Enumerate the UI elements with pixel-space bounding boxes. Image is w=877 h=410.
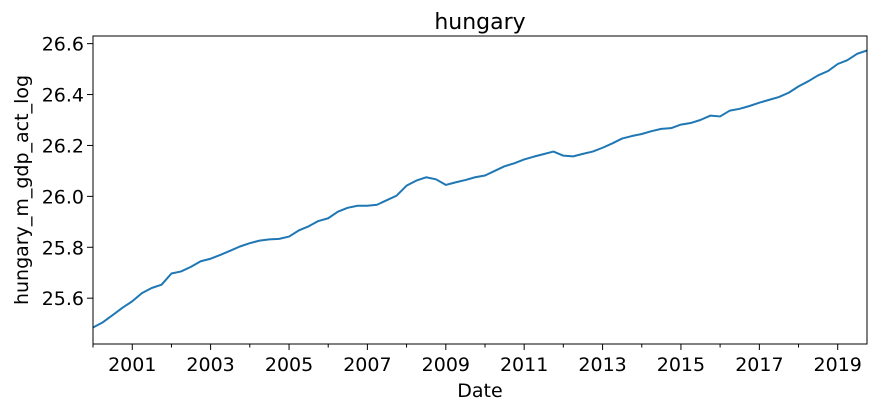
y-axis-label: hungary_m_gdp_act_log xyxy=(11,75,33,305)
x-tick-label: 2003 xyxy=(186,354,234,376)
x-axis-label: Date xyxy=(457,380,502,402)
x-tick-label: 2005 xyxy=(265,354,313,376)
y-tick-label: 26.4 xyxy=(42,85,84,107)
x-tick-label: 2015 xyxy=(657,354,705,376)
chart-title: hungary xyxy=(434,10,525,35)
y-tick-label: 26.2 xyxy=(42,135,84,157)
plot-frame xyxy=(92,35,868,345)
x-tick-label: 2017 xyxy=(735,354,783,376)
x-tick-label: 2007 xyxy=(343,354,391,376)
x-tick-label: 2001 xyxy=(108,354,156,376)
y-tick-label: 26.6 xyxy=(42,34,84,56)
x-axis: 2001 2003 2005 2007 2009 2011 2013 2015 2017 2019 xyxy=(92,344,862,376)
x-tick-label: 2013 xyxy=(578,354,626,376)
y-tick-label: 25.8 xyxy=(42,237,84,259)
series-line xyxy=(92,49,868,329)
y-axis: 25.6 25.8 26.0 26.2 26.4 26.6 xyxy=(42,34,93,310)
x-tick-label: 2019 xyxy=(814,354,862,376)
x-tick-label: 2009 xyxy=(422,354,470,376)
y-tick-label: 25.6 xyxy=(42,288,84,310)
x-tick-label: 2011 xyxy=(500,354,548,376)
y-tick-label: 26.0 xyxy=(42,186,84,208)
